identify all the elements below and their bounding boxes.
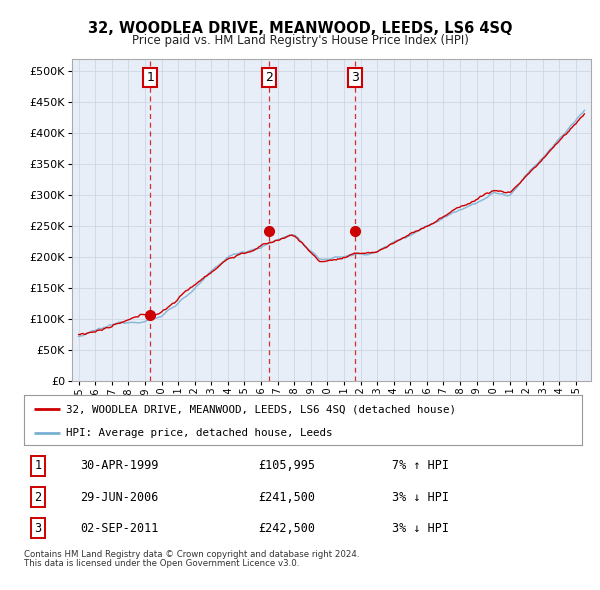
Text: 30-APR-1999: 30-APR-1999: [80, 460, 158, 473]
Text: Price paid vs. HM Land Registry's House Price Index (HPI): Price paid vs. HM Land Registry's House …: [131, 34, 469, 47]
Text: 2: 2: [34, 490, 41, 504]
Text: 29-JUN-2006: 29-JUN-2006: [80, 490, 158, 504]
Text: Contains HM Land Registry data © Crown copyright and database right 2024.: Contains HM Land Registry data © Crown c…: [24, 550, 359, 559]
Text: 2: 2: [265, 71, 273, 84]
Text: 7% ↑ HPI: 7% ↑ HPI: [392, 460, 449, 473]
Text: 3: 3: [351, 71, 359, 84]
Text: This data is licensed under the Open Government Licence v3.0.: This data is licensed under the Open Gov…: [24, 559, 299, 568]
Text: £241,500: £241,500: [259, 490, 316, 504]
Text: 1: 1: [146, 71, 154, 84]
Text: 32, WOODLEA DRIVE, MEANWOOD, LEEDS, LS6 4SQ (detached house): 32, WOODLEA DRIVE, MEANWOOD, LEEDS, LS6 …: [66, 404, 456, 414]
Text: 3% ↓ HPI: 3% ↓ HPI: [392, 522, 449, 535]
Text: 3% ↓ HPI: 3% ↓ HPI: [392, 490, 449, 504]
Text: HPI: Average price, detached house, Leeds: HPI: Average price, detached house, Leed…: [66, 428, 332, 438]
Text: £105,995: £105,995: [259, 460, 316, 473]
Text: 3: 3: [34, 522, 41, 535]
Text: £242,500: £242,500: [259, 522, 316, 535]
Text: 32, WOODLEA DRIVE, MEANWOOD, LEEDS, LS6 4SQ: 32, WOODLEA DRIVE, MEANWOOD, LEEDS, LS6 …: [88, 21, 512, 35]
Text: 02-SEP-2011: 02-SEP-2011: [80, 522, 158, 535]
Text: 1: 1: [34, 460, 41, 473]
